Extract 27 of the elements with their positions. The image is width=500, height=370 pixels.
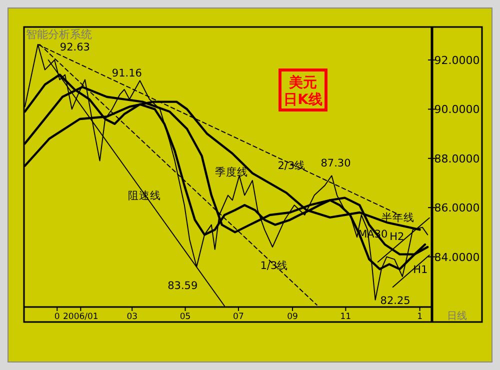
annotation: 2/3线 [278, 159, 306, 172]
text: 日线 [447, 310, 467, 322]
y-tick-label: 86.0000 [434, 202, 480, 215]
chart-subtitle: 智能分析系统 [26, 28, 92, 41]
annotation: 82.25 [380, 294, 410, 307]
annotation: 92.63 [60, 41, 90, 54]
x-tick-label: 0 [54, 312, 60, 322]
x-tick-label: 05 [180, 312, 191, 322]
annotation: 1/3线 [260, 258, 288, 272]
y-tick-label: 90.0000 [434, 103, 480, 116]
text: 美元日K线 [284, 74, 322, 108]
y-tick-label: 92.0000 [434, 54, 480, 67]
x-tick-label: 09 [287, 312, 298, 322]
x-tick-label: 1 [417, 312, 423, 322]
y-tick-label: 84.0000 [434, 250, 480, 264]
annotation: H2 [390, 230, 404, 243]
annotation: 87.30 [320, 158, 351, 170]
annotation: 91.16 [112, 68, 142, 80]
annotation: 季度线 [214, 165, 248, 178]
y-tick-label: 88.0000 [434, 152, 480, 166]
annotation: 83.59 [168, 280, 198, 292]
x-tick-label: 2006/01 [63, 312, 98, 322]
x-tick-label: 03 [126, 312, 138, 322]
annotation: 半年线 [382, 210, 414, 224]
x-tick-label: 11 [340, 312, 352, 322]
x-tick-label: 07 [233, 312, 244, 322]
annotation: H1 [413, 264, 428, 276]
